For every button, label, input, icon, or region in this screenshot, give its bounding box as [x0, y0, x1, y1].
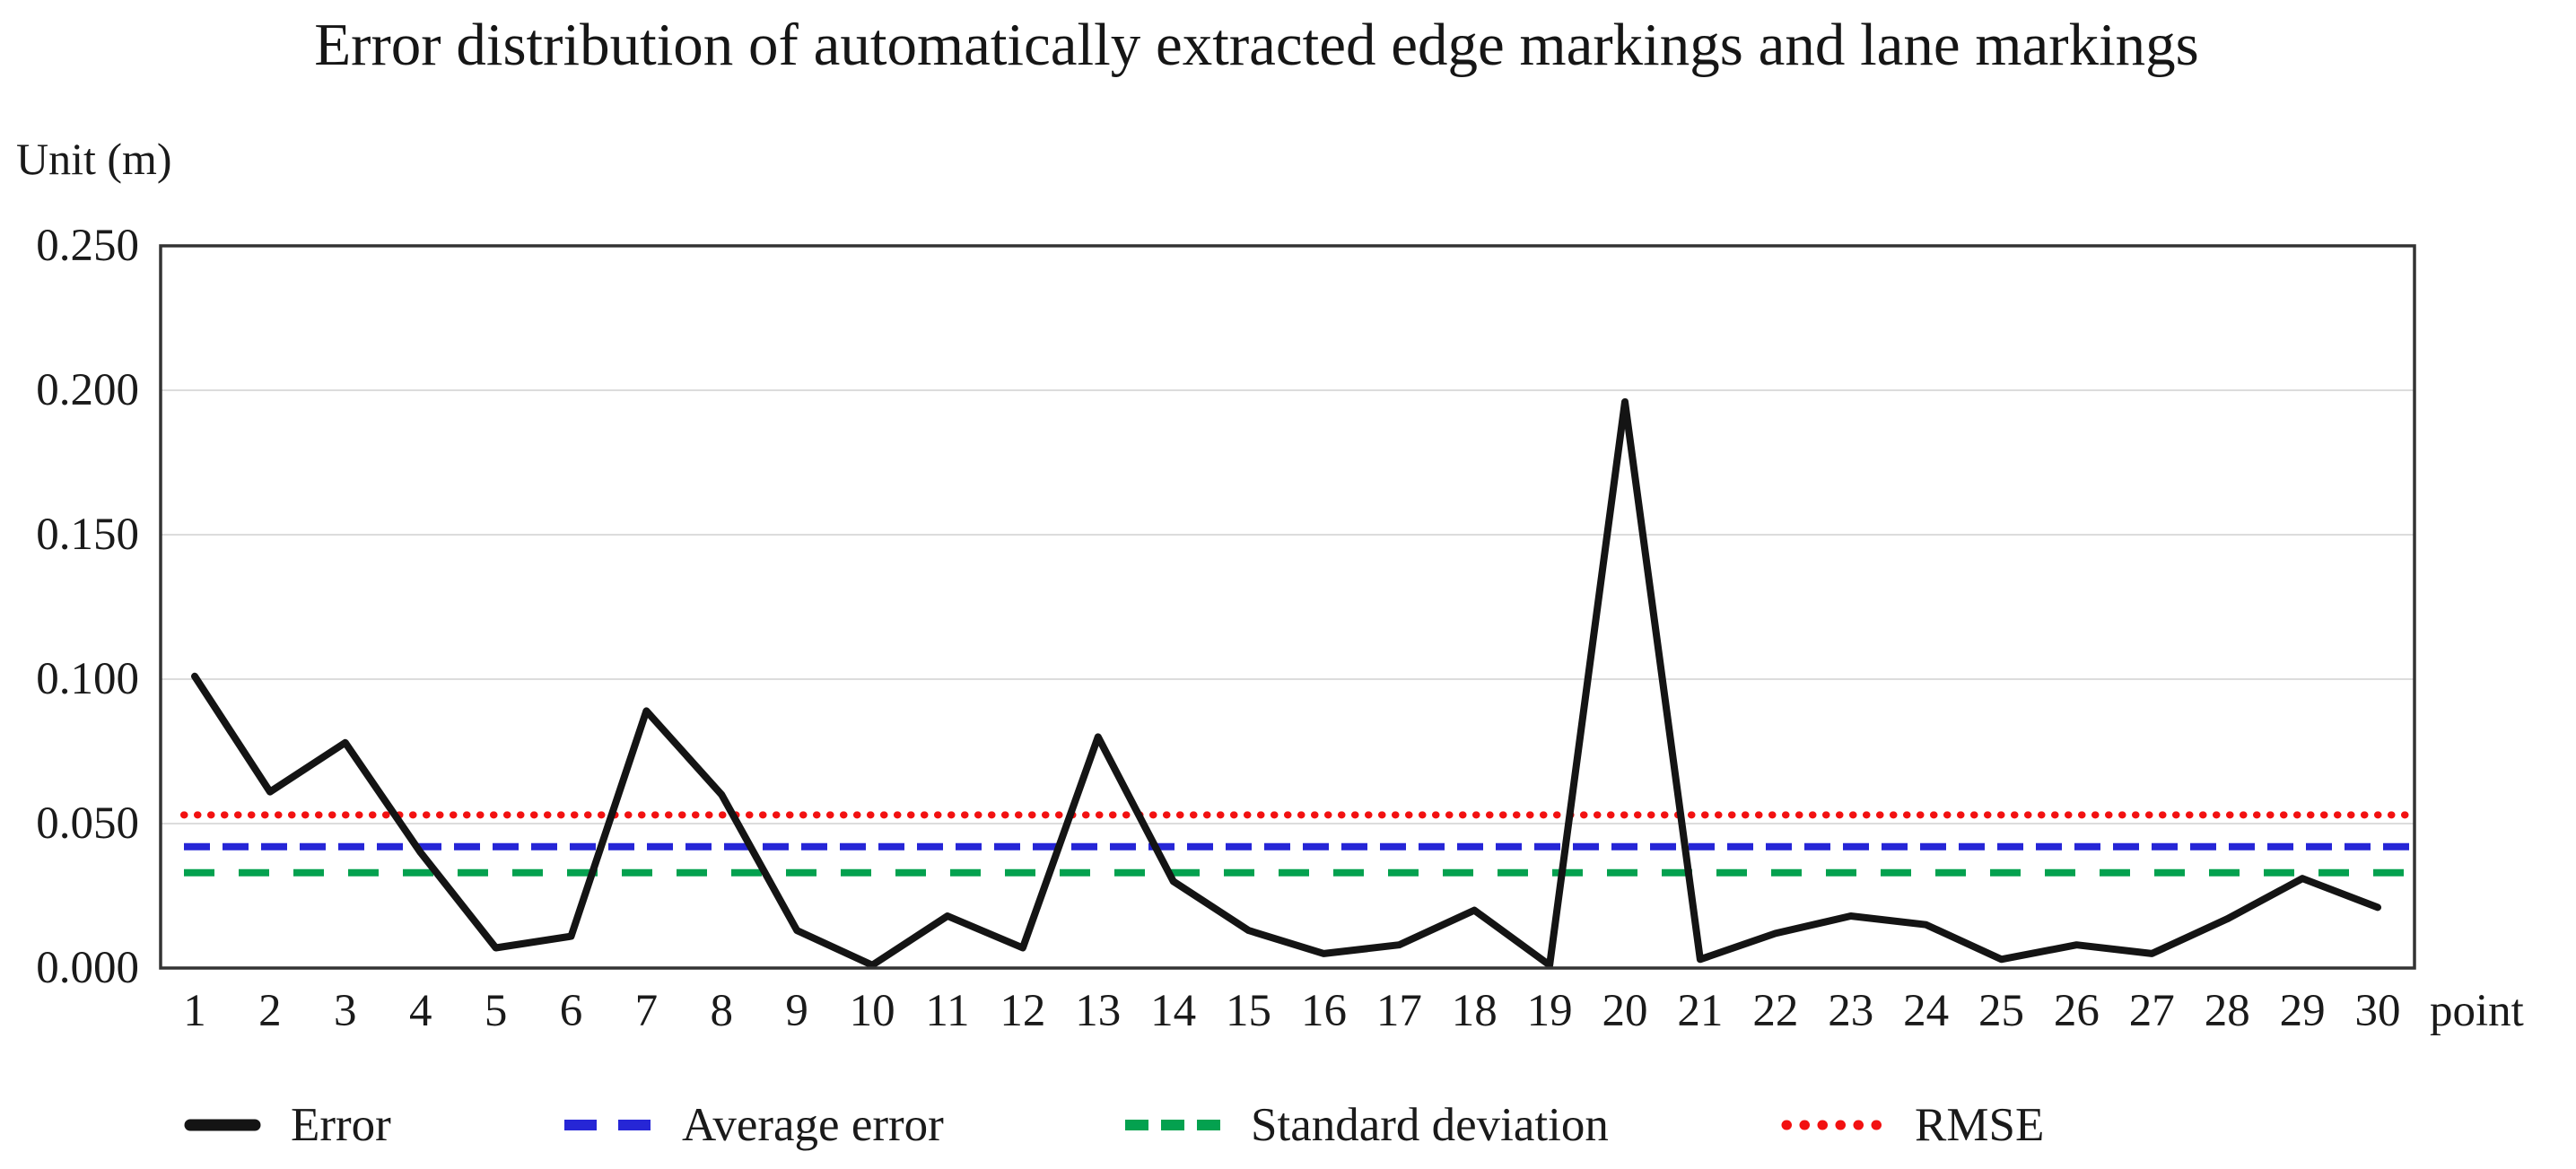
x-tick-label: 16	[1300, 986, 1347, 1036]
y-tick-label: 0.200	[36, 365, 139, 415]
plot-border	[159, 244, 2416, 970]
x-tick-label: 6	[559, 986, 583, 1036]
x-tick-label: 19	[1526, 986, 1573, 1036]
legend-item-rmse: RMSE	[1781, 1096, 2044, 1154]
average-error-line-swatch	[564, 1120, 651, 1130]
x-tick-label: 10	[849, 986, 895, 1036]
x-tick-label: 2	[258, 986, 282, 1036]
y-tick-label: 0.000	[36, 943, 139, 993]
x-tick-label: 15	[1226, 986, 1272, 1036]
x-tick-label: 25	[1978, 986, 2025, 1036]
x-tick-label: 20	[1602, 986, 1648, 1036]
x-tick-label: 9	[785, 986, 808, 1036]
y-axis-title: Unit (m)	[16, 134, 172, 184]
x-tick-label: 29	[2279, 986, 2326, 1036]
legend-label-standard-deviation: Standard deviation	[1251, 1099, 1609, 1151]
x-tick-label: 14	[1150, 986, 1197, 1036]
x-tick-label: 28	[2204, 986, 2250, 1036]
legend-item-error: Error	[184, 1096, 391, 1154]
x-tick-label: 18	[1451, 986, 1498, 1036]
y-tick-label: 0.050	[36, 798, 139, 849]
series-line-error	[191, 397, 2381, 969]
x-tick-label: 3	[334, 986, 357, 1036]
x-tick-label: 21	[1677, 986, 1724, 1036]
x-tick-label: 13	[1075, 986, 1122, 1036]
x-tick-label: 11	[925, 986, 970, 1036]
x-tick-label: 7	[634, 986, 659, 1036]
error-line-swatch	[184, 1119, 261, 1131]
legend-label-rmse: RMSE	[1915, 1099, 2045, 1151]
legend-label-average-error: Average error	[682, 1099, 944, 1151]
x-tick-label: 23	[1828, 986, 1874, 1036]
y-tick-label: 0.250	[36, 221, 139, 271]
x-tick-label: 22	[1752, 986, 1799, 1036]
x-tick-label: 27	[2128, 986, 2175, 1036]
x-tick-label: 5	[484, 986, 508, 1036]
rmse-line-swatch	[1781, 1120, 1885, 1130]
x-axis-title: point	[2430, 986, 2524, 1036]
x-tick-label: 24	[1903, 986, 1950, 1036]
x-tick-label: 8	[710, 986, 734, 1036]
y-tick-label: 0.150	[36, 510, 139, 560]
legend-item-average-error: Average error	[563, 1096, 944, 1154]
x-tick-label: 12	[1000, 986, 1046, 1036]
x-tick-label: 4	[408, 986, 432, 1036]
standard-deviation-line-swatch	[1125, 1120, 1220, 1130]
legend-item-standard-deviation: Standard deviation	[1124, 1096, 1609, 1154]
chart-title: Error distribution of automatically extr…	[314, 12, 2199, 78]
x-tick-label: 26	[2053, 986, 2100, 1036]
x-tick-label: 1	[183, 986, 206, 1036]
legend-label-error: Error	[291, 1099, 391, 1151]
y-tick-label: 0.100	[36, 654, 139, 704]
x-tick-label: 17	[1375, 986, 1422, 1036]
x-tick-label: 30	[2354, 986, 2401, 1036]
